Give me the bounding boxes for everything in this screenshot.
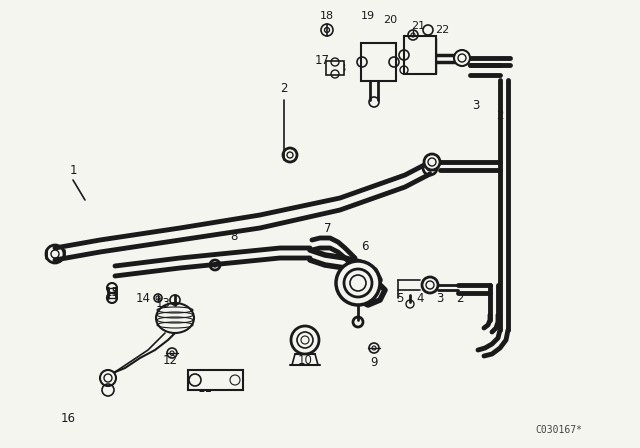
- Text: 3: 3: [472, 99, 480, 112]
- Text: 1: 1: [69, 164, 77, 177]
- Text: 3: 3: [436, 292, 444, 305]
- Text: 21: 21: [411, 21, 425, 31]
- Bar: [404, 36, 436, 74]
- Text: 2: 2: [496, 108, 504, 121]
- Text: 2: 2: [456, 292, 464, 305]
- Text: 13: 13: [156, 297, 170, 310]
- Circle shape: [424, 154, 440, 170]
- Text: 8: 8: [230, 229, 237, 242]
- Text: 2: 2: [280, 82, 288, 95]
- Text: 12: 12: [163, 353, 177, 366]
- Text: C030167*: C030167*: [535, 425, 582, 435]
- Circle shape: [291, 326, 319, 354]
- Text: 16: 16: [61, 412, 76, 425]
- Text: 22: 22: [435, 25, 449, 35]
- Text: 17: 17: [314, 53, 330, 66]
- Text: 10: 10: [298, 353, 312, 366]
- Bar: [360, 43, 396, 81]
- Text: 6: 6: [361, 240, 369, 253]
- Text: 19: 19: [361, 11, 375, 21]
- Text: 20: 20: [383, 15, 397, 25]
- Text: 18: 18: [320, 11, 334, 21]
- Text: 3: 3: [339, 61, 346, 74]
- Circle shape: [454, 50, 470, 66]
- Bar: [326, 61, 344, 75]
- Bar: [188, 370, 243, 390]
- Text: 14: 14: [136, 292, 150, 305]
- Text: 5: 5: [396, 292, 404, 305]
- Circle shape: [100, 370, 116, 386]
- Text: 7: 7: [324, 221, 332, 234]
- Text: 15: 15: [104, 285, 120, 298]
- Text: 11: 11: [198, 382, 212, 395]
- Text: 9: 9: [371, 356, 378, 369]
- Circle shape: [336, 261, 380, 305]
- Text: 4: 4: [416, 292, 424, 305]
